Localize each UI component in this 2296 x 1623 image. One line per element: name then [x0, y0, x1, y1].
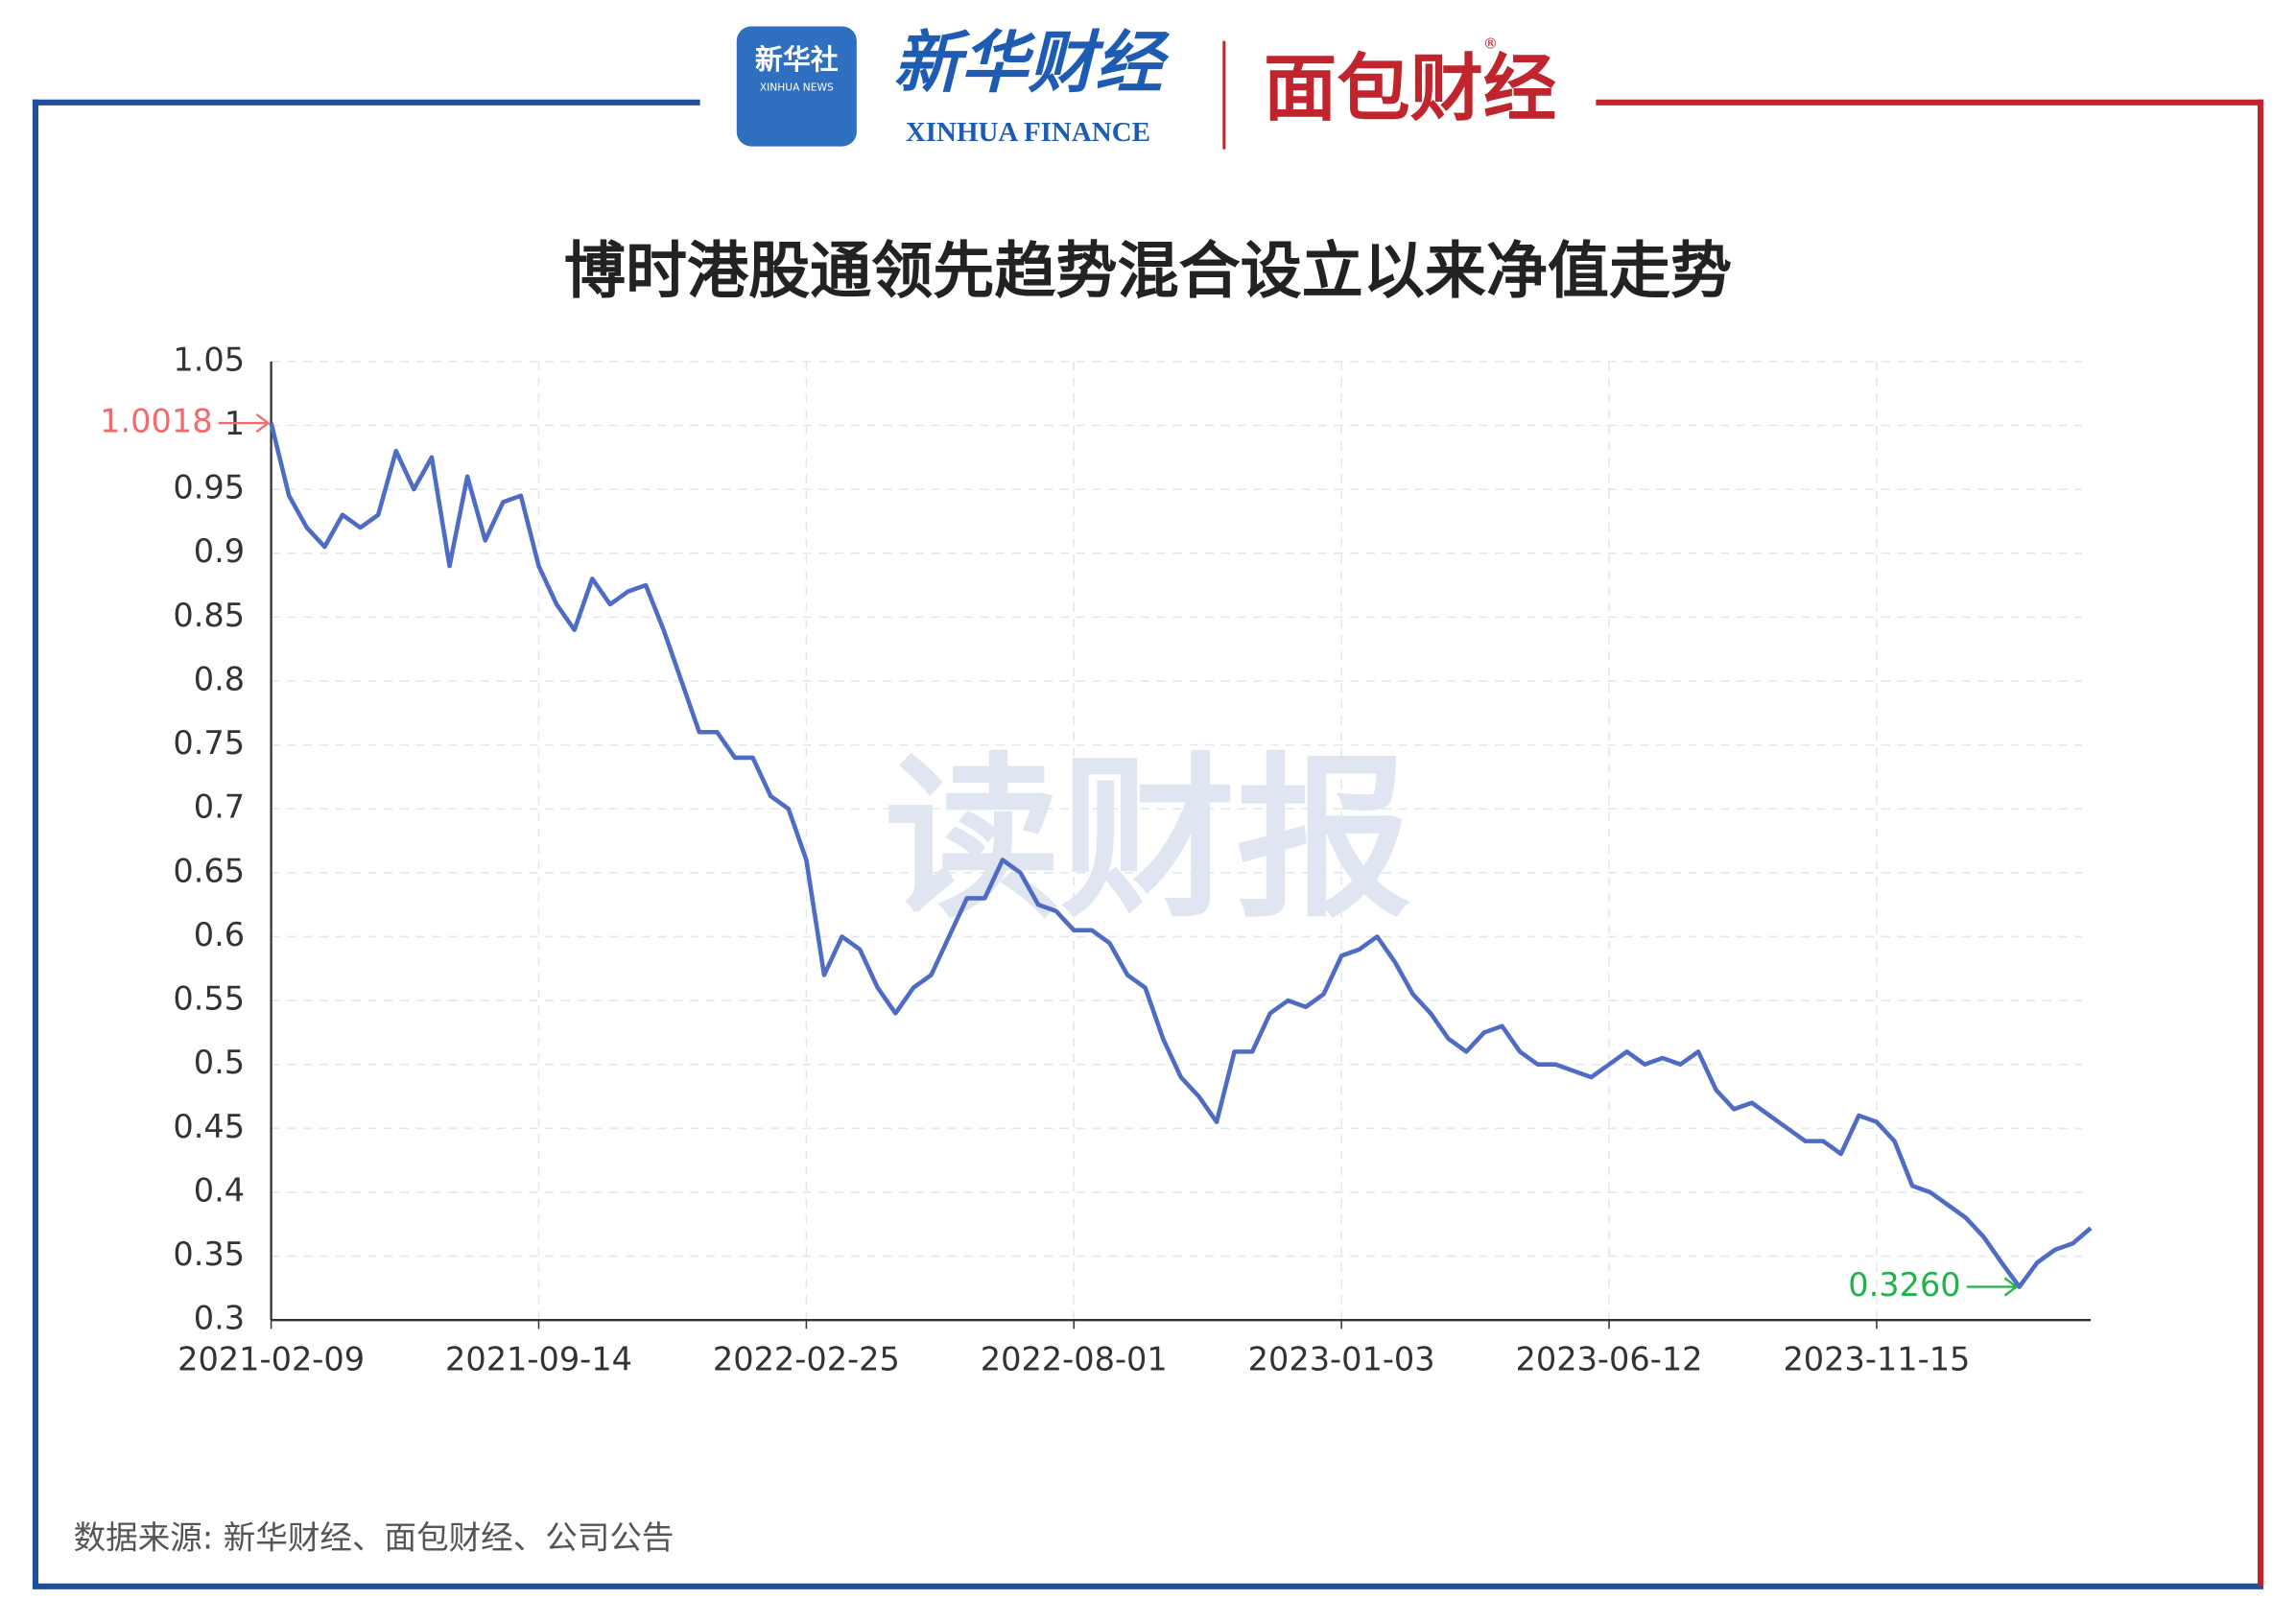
- y-tick-label: 0.3: [194, 1300, 245, 1337]
- line: [269, 422, 2093, 1289]
- y-tick-label: 0.85: [173, 597, 245, 634]
- y-tick-label: 0.6: [194, 916, 245, 953]
- annotation-arrowhead: [255, 413, 271, 434]
- annotation-label: 1.0018: [100, 403, 212, 440]
- y-tick-label: 0.55: [173, 980, 245, 1018]
- y-tick-label: 0.75: [173, 724, 245, 762]
- x-tick-label: 2021-02-09: [178, 1340, 365, 1377]
- x-tick-label: 2023-11-15: [1783, 1340, 1970, 1377]
- logo-text: 面包财经: [1264, 46, 1556, 131]
- annotation-label: 0.3260: [1848, 1266, 1960, 1304]
- x-tick-label: 2023-06-12: [1516, 1340, 1703, 1377]
- y-tick-label: 0.7: [194, 788, 245, 826]
- y-tick-label: 0.35: [173, 1235, 245, 1273]
- y-tick-label: 0.4: [194, 1171, 245, 1209]
- logo-text: ®: [1483, 35, 1498, 52]
- logo-text: 新华财经: [893, 26, 1171, 101]
- source-note: 数据来源: 新华财经、面包财经、公司公告: [74, 1519, 675, 1557]
- x-tick-label: 2023-01-03: [1248, 1340, 1435, 1377]
- y-tick-label: 1.05: [173, 341, 245, 378]
- watermark: 读财报: [885, 738, 1411, 942]
- logo-text: 新华社: [755, 43, 839, 76]
- logo-text: XINHUA NEWS: [760, 82, 834, 94]
- logo-text: XINHUA FINANCE: [906, 117, 1150, 148]
- chart-title: 博时港股通领先趋势混合设立以来净值走势: [564, 236, 1732, 307]
- y-tick-label: 0.8: [194, 660, 245, 697]
- x-tick-label: 2022-08-01: [981, 1340, 1168, 1377]
- y-tick-label: 0.5: [194, 1044, 245, 1081]
- y-tick-label: 0.45: [173, 1108, 245, 1145]
- x-tick-label: 2021-09-14: [445, 1340, 632, 1377]
- y-tick-label: 0.95: [173, 469, 245, 506]
- x-tick-label: 2022-02-25: [713, 1340, 900, 1377]
- xinhua-logo: [736, 26, 857, 147]
- annotation-arrowhead: [2003, 1277, 2019, 1297]
- y-tick-label: 0.65: [173, 852, 245, 889]
- y-tick-label: 0.9: [194, 532, 245, 570]
